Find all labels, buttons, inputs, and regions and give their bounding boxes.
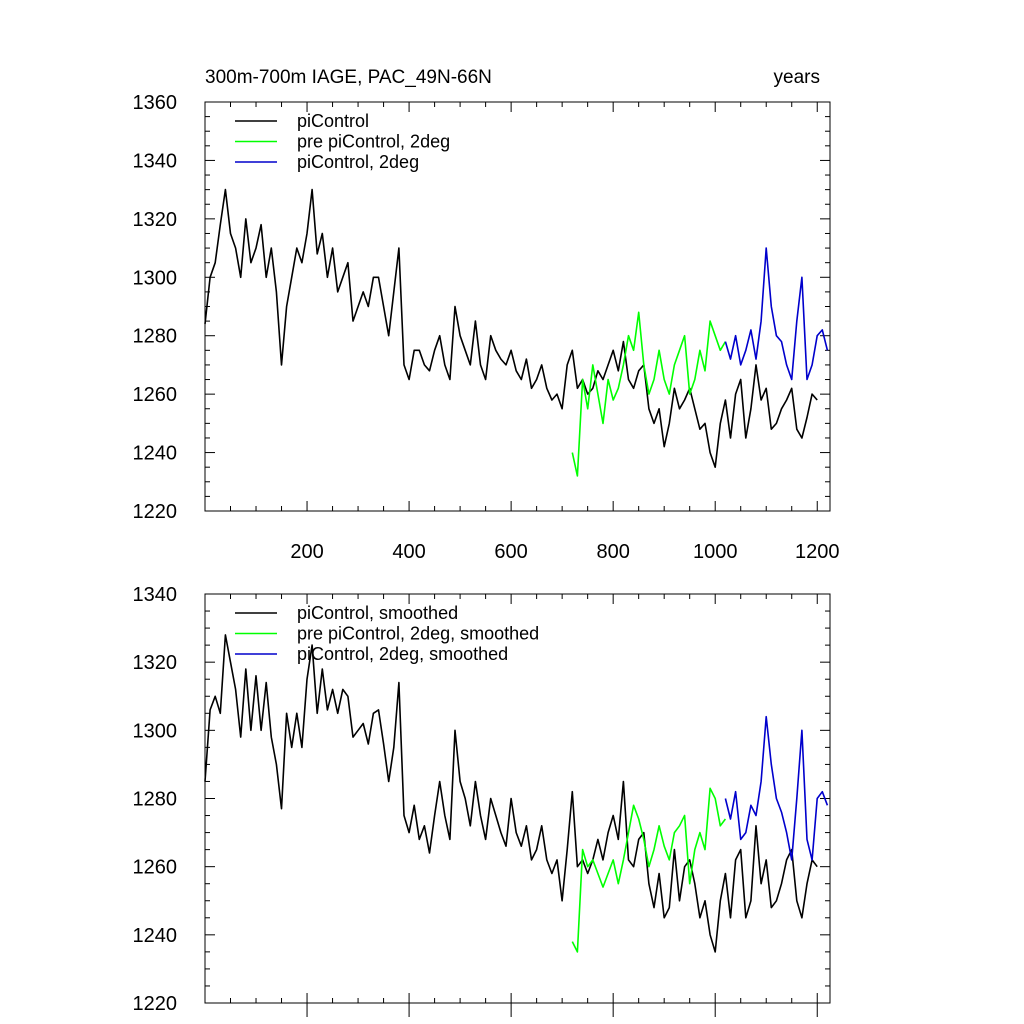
panel1-y-tick-label: 1340 xyxy=(133,150,178,172)
panel2-legend-label-3: piControl, 2deg, smoothed xyxy=(297,644,508,664)
panel1-y-tick-label: 1220 xyxy=(133,501,178,523)
panel1-series-line-2 xyxy=(571,311,727,477)
panel2-y-tick-label: 1280 xyxy=(133,789,178,811)
panel2-y-tick-label: 1300 xyxy=(133,720,178,742)
panel1-units-label: years xyxy=(774,67,820,88)
panel1-x-tick-label: 800 xyxy=(596,541,629,563)
panel2-series-line-3 xyxy=(724,715,829,861)
panel2-y-tick-label: 1240 xyxy=(133,925,178,947)
panel1-chart-title: 300m-700m IAGE, PAC_49N-66N xyxy=(205,67,492,88)
panel1-y-tick-label: 1360 xyxy=(133,92,178,114)
panel2-series-line-1 xyxy=(204,634,818,953)
panel1-x-tick-label: 1200 xyxy=(795,541,840,563)
panel1-y-tick-label: 1280 xyxy=(133,326,178,348)
panel1-x-tick-label: 400 xyxy=(392,541,425,563)
panel1-series-line-1 xyxy=(204,188,818,468)
panel2-y-tick-label: 1220 xyxy=(133,993,178,1015)
panel2-legend-label-1: piControl, smoothed xyxy=(297,603,458,623)
panel2-y-tick-label: 1340 xyxy=(133,584,178,606)
panel2-y-tick-label: 1320 xyxy=(133,652,178,674)
panel2-series-line-2 xyxy=(571,787,727,953)
panel1-series-line-3 xyxy=(724,247,829,381)
panel2-legend-label-2: pre piControl, 2deg, smoothed xyxy=(297,624,539,644)
panel1-legend-label-2: pre piControl, 2deg xyxy=(297,132,450,152)
panel1-y-tick-label: 1260 xyxy=(133,384,178,406)
panel1-x-tick-label: 200 xyxy=(290,541,323,563)
panel1-legend-label-3: piControl, 2deg xyxy=(297,152,419,172)
panel1-y-tick-label: 1300 xyxy=(133,267,178,289)
panel2-y-tick-label: 1260 xyxy=(133,857,178,879)
panel1-x-tick-label: 1000 xyxy=(693,541,738,563)
panel1-legend-label-1: piControl xyxy=(297,111,369,131)
panel1-y-tick-label: 1240 xyxy=(133,443,178,465)
panel1-x-tick-label: 600 xyxy=(494,541,527,563)
panel1-y-tick-label: 1320 xyxy=(133,209,178,231)
